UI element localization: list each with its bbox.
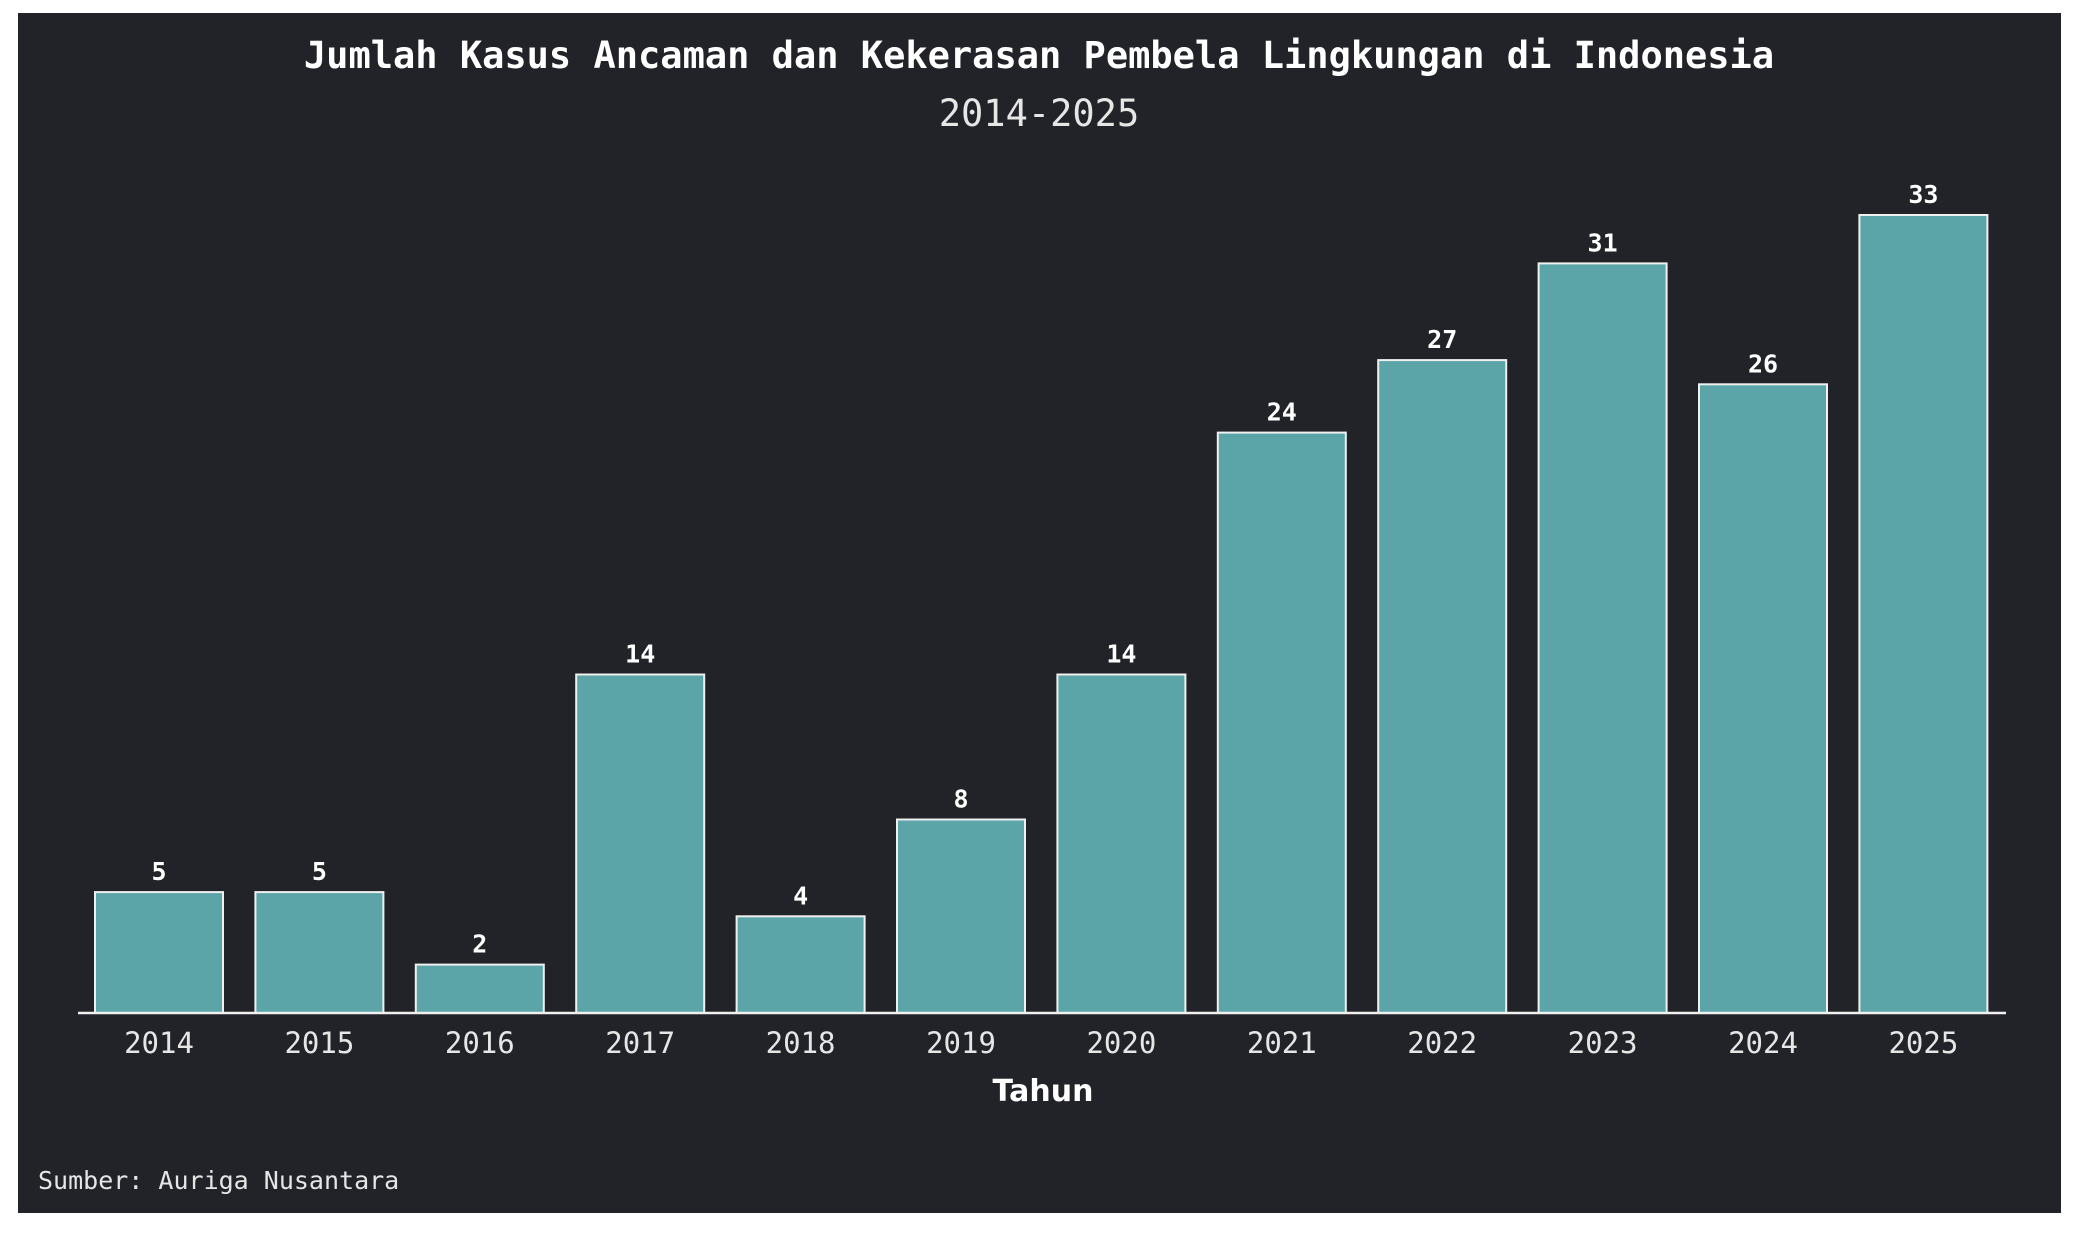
bar-2025	[1858, 214, 1989, 1014]
data-label-2025: 33	[1908, 180, 1938, 209]
chart-subtitle: 2014-2025	[939, 92, 1139, 135]
bar-2015	[254, 891, 385, 1014]
x-tick-2024: 2024	[1728, 1026, 1798, 1060]
data-label-2014: 5	[151, 857, 166, 886]
x-tick-2017: 2017	[605, 1026, 675, 1060]
bar-2023	[1537, 262, 1668, 1014]
bar-2022	[1377, 359, 1508, 1015]
x-axis-label: Tahun	[993, 1074, 1094, 1109]
x-tick-2014: 2014	[124, 1026, 194, 1060]
x-tick-2016: 2016	[445, 1026, 515, 1060]
x-tick-2025: 2025	[1888, 1026, 1958, 1060]
source-note: Sumber: Auriga Nusantara	[38, 1166, 399, 1195]
x-tick-2022: 2022	[1407, 1026, 1477, 1060]
x-tick-2019: 2019	[926, 1026, 996, 1060]
bar-2014	[94, 891, 224, 1014]
bar-2020	[1056, 673, 1187, 1014]
data-label-2018: 4	[793, 881, 808, 910]
x-tick-2018: 2018	[766, 1026, 836, 1060]
data-label-2015: 5	[312, 857, 327, 886]
bar-chart: Jumlah Kasus Ancaman dan Kekerasan Pembe…	[38, 34, 2006, 1195]
chart-title: Jumlah Kasus Ancaman dan Kekerasan Pembe…	[304, 34, 1774, 77]
bar-2019	[896, 818, 1026, 1014]
bar-2018	[735, 915, 866, 1014]
data-label-2019: 8	[953, 785, 968, 814]
x-tick-2015: 2015	[284, 1026, 354, 1060]
data-label-2016: 2	[472, 930, 487, 959]
data-label-2020: 14	[1106, 640, 1136, 669]
data-labels-layer: 5 5 2 14 4 8 14 24 27 31 26 33	[151, 180, 1938, 959]
data-label-2017: 14	[625, 640, 655, 669]
bar-2016	[414, 963, 545, 1014]
bar-2017	[575, 673, 706, 1014]
bars-layer	[94, 214, 1989, 1015]
x-tick-2020: 2020	[1086, 1026, 1156, 1060]
data-label-2023: 31	[1588, 228, 1618, 257]
data-label-2024: 26	[1748, 349, 1778, 378]
bar-2024	[1698, 383, 1828, 1014]
x-tick-2021: 2021	[1247, 1026, 1317, 1060]
data-label-2021: 24	[1267, 398, 1297, 427]
x-tick-labels: 2014 2015 2016 2017 2018 2019 2020 2021 2022 2023…	[124, 1026, 1958, 1060]
chart-panel: Jumlah Kasus Ancaman dan Kekerasan Pembe…	[18, 13, 2061, 1213]
x-tick-2023: 2023	[1568, 1026, 1638, 1060]
bar-2021	[1216, 431, 1347, 1015]
data-label-2022: 27	[1427, 325, 1457, 354]
